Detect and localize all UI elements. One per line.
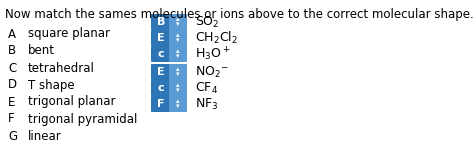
Text: Now match the sames molecules or ions above to the correct molecular shape.: Now match the sames molecules or ions ab… bbox=[5, 8, 474, 21]
Text: ▴
▾: ▴ ▾ bbox=[176, 66, 180, 77]
Text: bent: bent bbox=[28, 45, 55, 58]
Text: T shape: T shape bbox=[28, 79, 74, 92]
Text: E: E bbox=[157, 67, 165, 77]
Text: ▴
▾: ▴ ▾ bbox=[176, 82, 180, 93]
Text: ▴
▾: ▴ ▾ bbox=[176, 33, 180, 44]
Text: H$_3$O$^+$: H$_3$O$^+$ bbox=[195, 45, 230, 63]
Text: E: E bbox=[8, 96, 15, 109]
Text: NF$_3$: NF$_3$ bbox=[195, 96, 219, 112]
Text: G: G bbox=[8, 129, 17, 143]
FancyBboxPatch shape bbox=[151, 30, 171, 46]
Text: A: A bbox=[8, 28, 16, 40]
Text: B: B bbox=[157, 17, 165, 27]
FancyBboxPatch shape bbox=[169, 80, 187, 96]
FancyBboxPatch shape bbox=[169, 30, 187, 46]
Text: linear: linear bbox=[28, 129, 62, 143]
FancyBboxPatch shape bbox=[151, 64, 171, 80]
FancyBboxPatch shape bbox=[151, 96, 171, 112]
Text: CF$_4$: CF$_4$ bbox=[195, 81, 218, 96]
Text: c: c bbox=[158, 49, 164, 59]
FancyBboxPatch shape bbox=[151, 14, 171, 30]
FancyBboxPatch shape bbox=[151, 46, 171, 62]
Text: ▴
▾: ▴ ▾ bbox=[176, 98, 180, 110]
Text: E: E bbox=[157, 33, 165, 43]
Text: NO$_2$$^{-}$: NO$_2$$^{-}$ bbox=[195, 64, 229, 80]
Text: trigonal planar: trigonal planar bbox=[28, 96, 116, 109]
FancyBboxPatch shape bbox=[169, 14, 187, 30]
FancyBboxPatch shape bbox=[169, 96, 187, 112]
FancyBboxPatch shape bbox=[151, 80, 171, 96]
Text: square planar: square planar bbox=[28, 28, 110, 40]
Text: ▴
▾: ▴ ▾ bbox=[176, 17, 180, 28]
Text: ▴
▾: ▴ ▾ bbox=[176, 48, 180, 59]
Text: trigonal pyramidal: trigonal pyramidal bbox=[28, 112, 137, 126]
FancyBboxPatch shape bbox=[169, 64, 187, 80]
Text: CH$_2$Cl$_2$: CH$_2$Cl$_2$ bbox=[195, 30, 238, 46]
Text: F: F bbox=[157, 99, 165, 109]
Text: c: c bbox=[158, 83, 164, 93]
Text: SO$_2$: SO$_2$ bbox=[195, 14, 219, 29]
FancyBboxPatch shape bbox=[169, 46, 187, 62]
Text: C: C bbox=[8, 62, 16, 75]
Text: B: B bbox=[8, 45, 16, 58]
Text: D: D bbox=[8, 79, 17, 92]
Text: F: F bbox=[8, 112, 15, 126]
Text: tetrahedral: tetrahedral bbox=[28, 62, 95, 75]
